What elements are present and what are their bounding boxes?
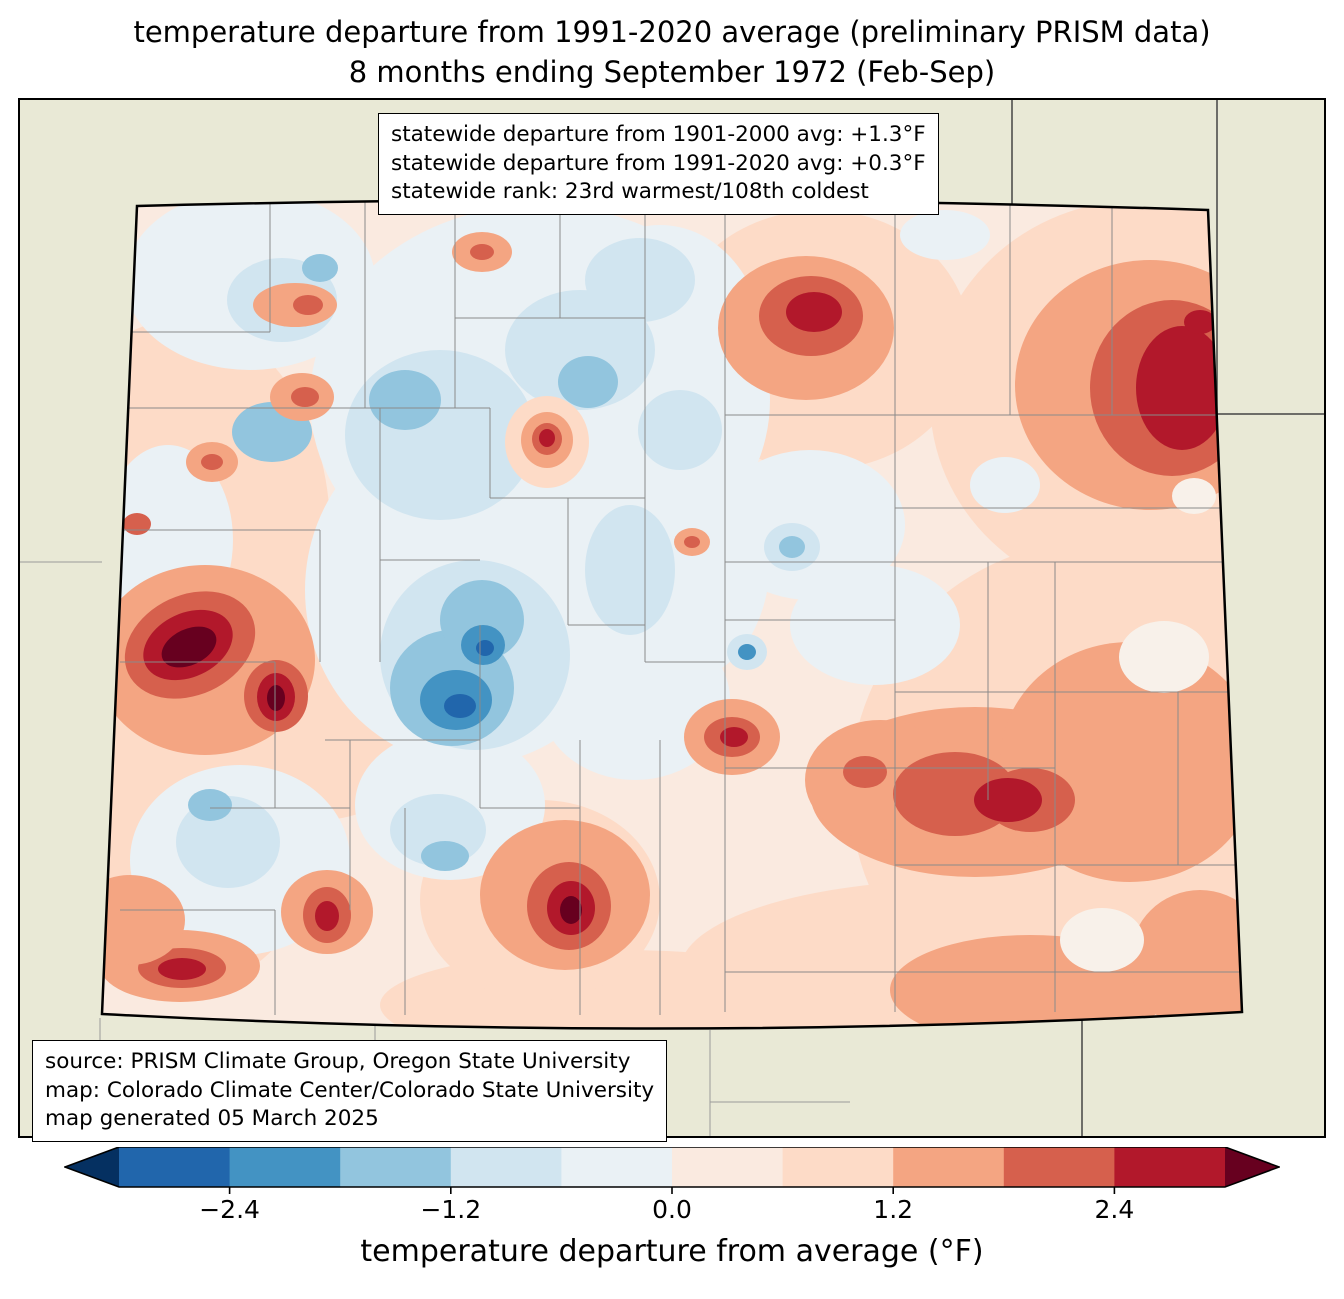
colorbar-tick-label: −1.2 bbox=[420, 1195, 482, 1224]
colorbar-segment bbox=[893, 1147, 1005, 1187]
source-line-1: source: PRISM Climate Group, Oregon Stat… bbox=[45, 1049, 631, 1074]
source-line-2: map: Colorado Climate Center/Colorado St… bbox=[45, 1077, 655, 1103]
map-figure: statewide departure from 1901-2000 avg: … bbox=[18, 98, 1326, 1142]
colorbar-tick-label: 2.4 bbox=[1094, 1195, 1135, 1224]
title-line-2: 8 months ending September 1972 (Feb-Sep) bbox=[348, 55, 996, 90]
colorbar-tick-label: −2.4 bbox=[199, 1195, 260, 1224]
colorbar: −2.4 −1.2 0.0 1.2 2.4 bbox=[64, 1147, 1280, 1233]
colorbar-tick-labels: −2.4 −1.2 0.0 1.2 2.4 bbox=[64, 1195, 1280, 1229]
colorbar-segment bbox=[672, 1147, 784, 1187]
contour-fill-layer bbox=[102, 199, 1242, 1029]
colorbar-tick-label: 1.2 bbox=[873, 1195, 914, 1224]
colorbar-svg bbox=[64, 1147, 1280, 1194]
source-line-3: map generated 05 March 2025 bbox=[45, 1106, 379, 1132]
stats-line-1: statewide departure from 1901-2000 avg: … bbox=[391, 122, 926, 147]
stats-line-2: statewide departure from 1991-2020 avg: … bbox=[391, 150, 926, 176]
colorbar-outline bbox=[64, 1147, 1280, 1188]
colorbar-segment bbox=[119, 1147, 231, 1187]
colorbar-segment bbox=[561, 1147, 673, 1187]
colorbar-segment bbox=[1114, 1147, 1226, 1187]
colorbar-left-arrow bbox=[65, 1147, 119, 1187]
figure-title: temperature departure from 1991-2020 ave… bbox=[0, 12, 1344, 92]
county-borders bbox=[120, 199, 1242, 1015]
colorbar-segment bbox=[229, 1147, 341, 1187]
colorbar-segment bbox=[782, 1147, 894, 1187]
colorado-map-svg bbox=[20, 100, 1324, 1136]
stats-box: statewide departure from 1901-2000 avg: … bbox=[378, 113, 939, 215]
source-box: source: PRISM Climate Group, Oregon Stat… bbox=[32, 1040, 668, 1142]
colorbar-right-arrow bbox=[1225, 1147, 1279, 1187]
colorbar-segment bbox=[340, 1147, 452, 1187]
colorbar-segment bbox=[450, 1147, 562, 1187]
stats-line-3: statewide rank: 23rd warmest/108th colde… bbox=[391, 179, 869, 205]
colorbar-axis-label: temperature departure from average (°F) bbox=[360, 1234, 984, 1269]
colorbar-tick-label: 0.0 bbox=[652, 1195, 692, 1224]
title-line-1: temperature departure from 1991-2020 ave… bbox=[133, 15, 1211, 49]
colorbar-segment bbox=[1003, 1147, 1115, 1187]
